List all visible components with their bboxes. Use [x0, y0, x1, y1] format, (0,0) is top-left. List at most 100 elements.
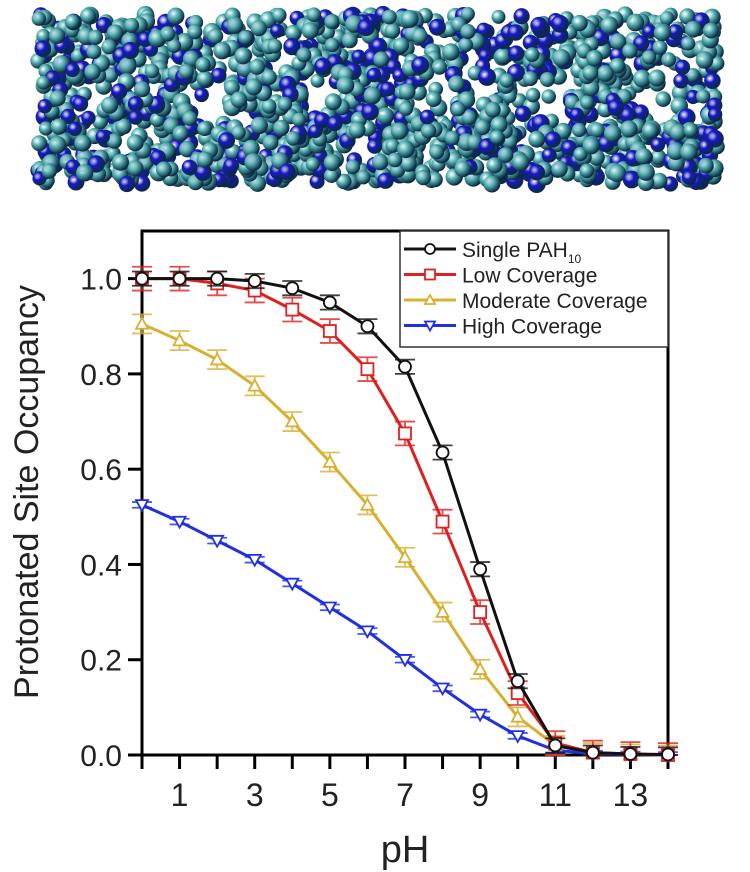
legend-subscript: 10 [568, 252, 582, 266]
atom [484, 101, 501, 118]
atom [419, 109, 435, 125]
atom [305, 157, 320, 172]
atom [609, 33, 627, 50]
data-point [397, 549, 413, 564]
atom [683, 123, 698, 138]
atom [397, 140, 415, 159]
y-tick-label: 1.0 [80, 264, 122, 297]
atom [528, 164, 546, 181]
atom [261, 69, 277, 85]
atom [579, 163, 595, 179]
atom [476, 22, 491, 37]
atom [698, 157, 714, 174]
atom [72, 96, 89, 112]
atom [695, 51, 714, 69]
atom [696, 89, 711, 104]
atom [681, 170, 697, 185]
atom [218, 132, 236, 149]
data-point [360, 362, 375, 377]
y-tick-label: 0.6 [80, 454, 122, 487]
atom [626, 13, 645, 32]
atom [95, 129, 110, 144]
atom [166, 38, 182, 54]
atom [373, 51, 390, 68]
atom [415, 169, 431, 186]
atom [448, 75, 465, 93]
atom [187, 24, 203, 40]
atom [679, 8, 696, 25]
atom [569, 107, 584, 122]
atom [669, 123, 687, 141]
atom [483, 175, 501, 193]
atom [301, 22, 319, 40]
atom [210, 67, 227, 84]
atom [121, 41, 140, 60]
atom [478, 138, 496, 156]
atom [101, 39, 117, 55]
atom [541, 89, 556, 104]
atom [370, 37, 388, 55]
atom [382, 9, 397, 25]
atom [635, 147, 652, 165]
atom [666, 142, 685, 161]
atom [272, 7, 287, 23]
atom [126, 134, 144, 152]
atom [619, 107, 637, 124]
atom [172, 125, 189, 142]
atom [195, 57, 211, 73]
legend-label: Single PAH10 [462, 239, 582, 266]
x-tick-label: 3 [246, 777, 264, 813]
atom [49, 90, 66, 107]
data-point [247, 274, 262, 288]
legend-label: Low Coverage [462, 265, 597, 288]
atom [450, 101, 466, 117]
atom [314, 57, 332, 76]
atom [460, 7, 475, 21]
atom [182, 111, 198, 126]
series-high-coverage [132, 499, 678, 763]
atom [633, 35, 650, 52]
atom [431, 59, 448, 75]
data-point [435, 445, 450, 460]
series-group [132, 265, 678, 763]
atom [425, 91, 442, 107]
data-point [134, 316, 150, 330]
atom [400, 9, 419, 28]
atom [102, 67, 119, 83]
y-tick-label: 0.4 [80, 549, 122, 582]
data-point [172, 332, 188, 347]
data-point [322, 454, 338, 468]
atom [234, 47, 252, 65]
x-tick-label: 11 [539, 777, 572, 813]
atom [327, 115, 343, 132]
atom [196, 151, 214, 168]
atom [571, 14, 588, 32]
y-axis-label: Protonated Site Occupancy [8, 285, 46, 699]
atom [586, 50, 603, 67]
data-point [435, 682, 451, 697]
atom [277, 96, 293, 112]
atom [363, 86, 382, 105]
atom [490, 116, 508, 134]
atom [367, 138, 383, 154]
atom [273, 119, 290, 137]
atom [637, 163, 655, 181]
atom [196, 70, 213, 88]
data-point [359, 625, 375, 639]
data-point [510, 674, 525, 689]
atom [106, 24, 124, 42]
atom [376, 107, 394, 125]
atom [582, 137, 600, 155]
atom [528, 130, 546, 148]
legend-item: Single PAH10 [404, 239, 582, 266]
data-point [473, 605, 488, 619]
atom [655, 91, 671, 107]
data-point [510, 709, 526, 723]
axis-ticks: 1 3 5 7 9 11 130.00.20.40.60.81.0 [80, 264, 670, 813]
atom [454, 160, 472, 178]
atom [182, 50, 200, 68]
atom [48, 136, 67, 154]
data-point [284, 413, 300, 428]
atom [399, 154, 417, 172]
